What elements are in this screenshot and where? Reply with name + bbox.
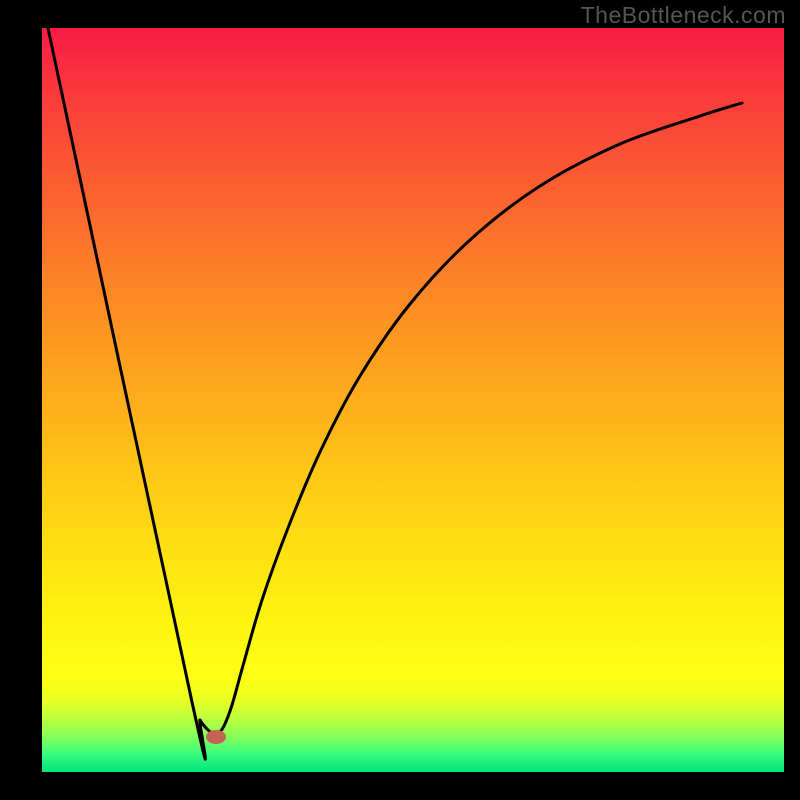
minimum-marker [206, 730, 226, 744]
plot-svg [42, 28, 784, 772]
watermark-text: TheBottleneck.com [581, 2, 786, 29]
chart-frame: TheBottleneck.com [0, 0, 800, 800]
gradient-background [42, 28, 784, 772]
